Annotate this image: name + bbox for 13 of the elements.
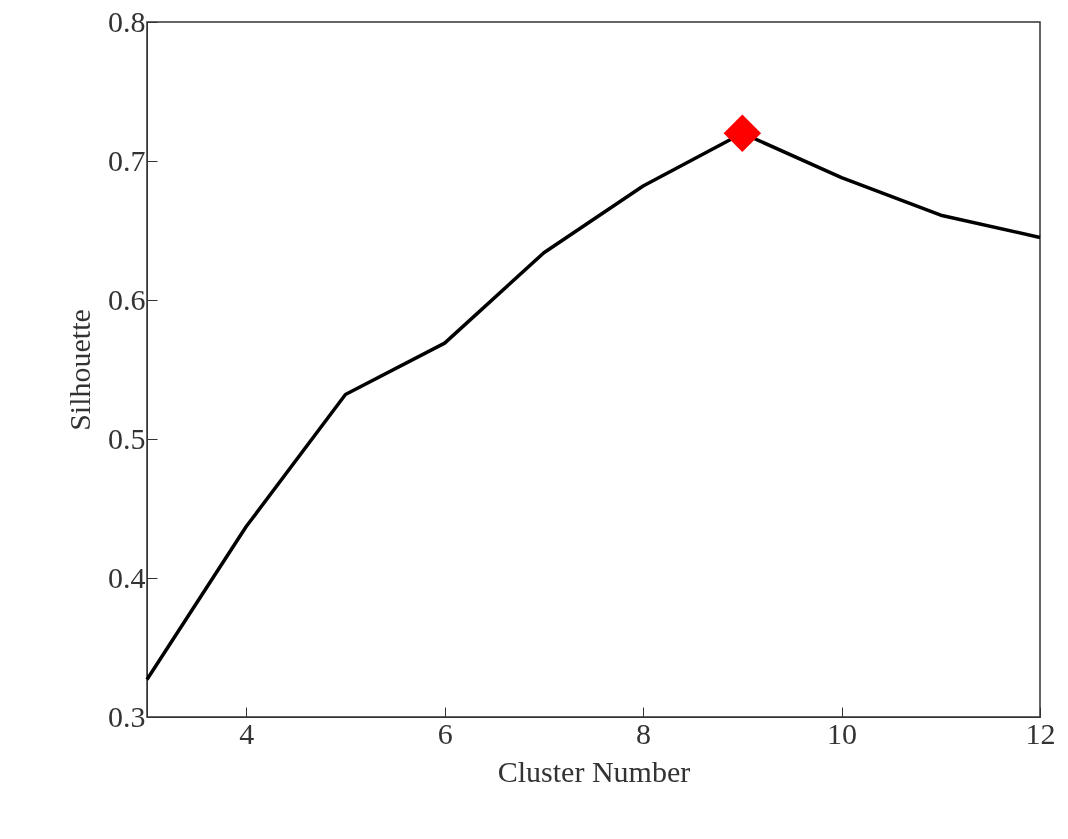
y-tick-label: 0.6 xyxy=(108,282,146,316)
y-tick-label: 0.3 xyxy=(108,699,146,733)
x-tick-label: 6 xyxy=(437,716,453,750)
y-axis-title: Silhouette xyxy=(63,309,96,431)
y-tick-label: 0.4 xyxy=(108,560,146,594)
x-tick-label: 4 xyxy=(239,716,255,750)
y-tick-label: 0.7 xyxy=(108,143,146,177)
x-axis-title: Cluster Number xyxy=(497,754,691,788)
x-tick-label: 8 xyxy=(636,716,652,750)
y-tick-label: 0.5 xyxy=(108,421,146,455)
x-tick-label: 10 xyxy=(827,716,858,750)
y-tick-label: 0.8 xyxy=(108,4,146,38)
x-tick-label: 12 xyxy=(1025,716,1056,750)
